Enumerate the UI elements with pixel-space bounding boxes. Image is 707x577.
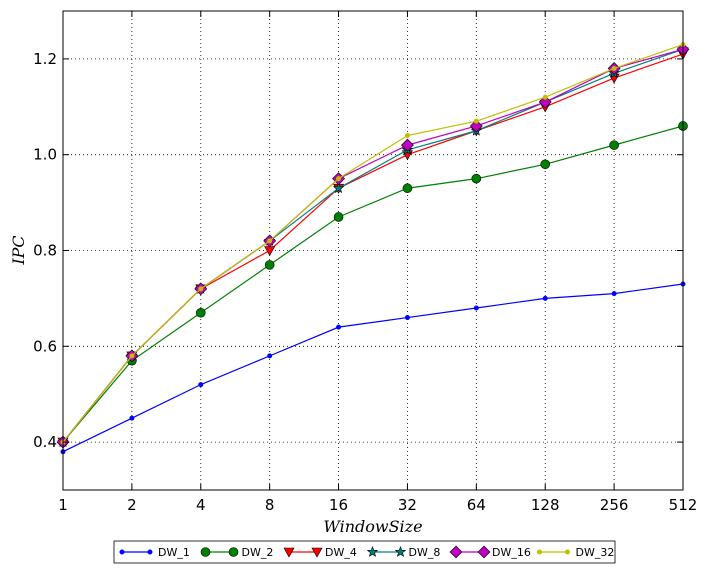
legend-marker [147,549,153,555]
data-point [469,119,483,133]
data-point [264,260,275,270]
legend-item: DW_16 [449,545,531,559]
x-tick-label: 256 [600,496,629,514]
data-point [333,212,344,222]
data-point [336,324,342,330]
x-tick-label: 2 [127,496,137,514]
x-tick-label: 1 [58,496,68,514]
legend-item: DW_8 [366,545,441,559]
data-point [542,295,548,301]
legend-marker [449,545,463,559]
data-point [471,173,482,184]
x-tick-label: 16 [329,496,348,514]
y-tick-label: 0.8 [33,242,57,260]
data-point [195,307,206,318]
series-line [62,125,684,443]
data-point [542,94,548,100]
legend-marker [366,545,379,557]
legend-marker [394,545,407,557]
series-dw-32 [60,42,686,445]
legend-frame [113,540,616,564]
x-tick-label: 64 [467,496,486,514]
tick-layer: 1 2 4 8 16 32 64 128 256 512 0.4 0.6 0.8 1.0 1.2 [33,11,697,514]
y-axis-label: IPC [9,235,28,265]
data-point [540,159,551,170]
x-axis-label: WindowSize [323,517,422,536]
data-point [129,353,135,359]
data-point [402,183,413,194]
legend-marker [228,547,239,557]
data-point [404,315,410,321]
data-point [611,65,617,71]
x-tick-label: 32 [398,496,417,514]
x-tick-label: 4 [196,496,206,514]
legend-item: DW_4 [283,546,357,559]
data-point [267,238,273,244]
legend-marker [283,547,295,558]
data-point [404,133,410,139]
legend-label: DW_2 [242,546,274,559]
data-point [336,176,342,182]
y-tick-label: 0.6 [33,337,57,355]
y-tick-label: 1.2 [33,50,57,68]
legend: DW_1 DW_2 DW_4 DW_8 DW_16 DW_32 [113,540,616,564]
legend-marker [119,549,125,555]
series-line [62,43,684,443]
y-tick-label: 1.0 [33,146,57,164]
legend-item: DW_32 [536,546,615,559]
legend-label: DW_8 [409,546,441,559]
data-point [129,415,135,421]
y-tick-label: 0.4 [33,433,57,451]
legend-marker [536,549,542,555]
data-point [332,182,345,194]
legend-marker [564,549,570,555]
data-point [473,305,479,311]
data-point [267,353,273,359]
legend-label: DW_16 [492,546,531,559]
legend-label: DW_1 [158,546,190,559]
legend-marker [200,547,211,557]
data-point [538,95,552,109]
legend-item: DW_1 [119,546,190,559]
data-point [198,382,204,388]
data-point [473,118,479,124]
series-line [62,283,684,453]
x-tick-label: 128 [531,496,560,514]
legend-marker [311,547,323,558]
data-point [611,291,617,297]
series-dw-1 [60,281,686,455]
data-point [198,286,204,292]
data-point [609,140,619,150]
legend-label: DW_32 [576,546,615,559]
legend-marker [477,545,491,559]
x-tick-label: 8 [265,496,275,514]
data-point [401,138,414,152]
x-tick-label: 512 [669,496,698,514]
legend-label: DW_4 [325,546,357,559]
legend-item: DW_2 [200,546,274,559]
